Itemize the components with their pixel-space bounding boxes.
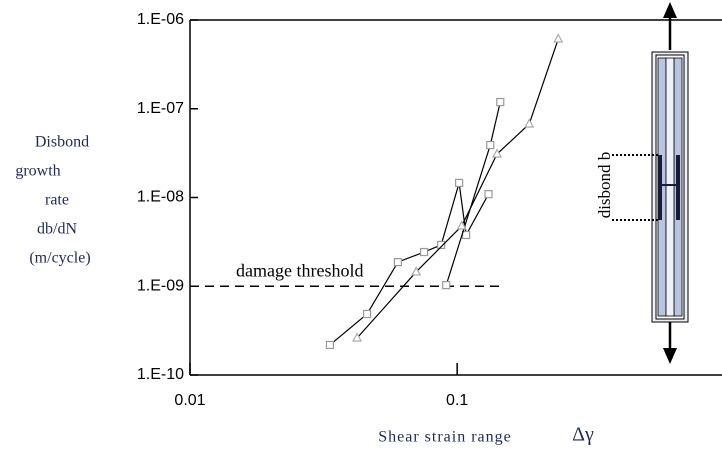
marker bbox=[462, 230, 471, 240]
specimen-diagram: disbond b bbox=[595, 2, 689, 364]
marker bbox=[362, 309, 372, 319]
marker bbox=[524, 118, 535, 128]
marker bbox=[486, 140, 495, 150]
y-axis-label: db/dN bbox=[37, 221, 77, 238]
marker bbox=[420, 247, 429, 257]
x-axis-symbol: Δγ bbox=[572, 424, 594, 446]
marker bbox=[325, 340, 335, 350]
marker bbox=[456, 220, 467, 230]
marker bbox=[496, 97, 505, 107]
marker bbox=[442, 281, 451, 290]
marker bbox=[411, 266, 422, 276]
threshold-label: damage threshold bbox=[236, 260, 363, 280]
y-axis-label: rate bbox=[45, 192, 69, 209]
series-line bbox=[356, 38, 559, 339]
y-tick-label: 1.E-10 bbox=[137, 366, 184, 383]
y-axis-label: growth bbox=[15, 163, 60, 180]
x-axis-label: Shear strain range bbox=[378, 429, 512, 446]
y-tick-label: 1.E-09 bbox=[137, 277, 184, 294]
y-tick-label: 1.E-07 bbox=[137, 100, 184, 117]
marker bbox=[492, 148, 503, 158]
x-tick-label: 0.1 bbox=[446, 392, 468, 409]
specimen-label: disbond b bbox=[595, 152, 614, 219]
marker bbox=[484, 190, 493, 199]
y-tick-label: 1.E-06 bbox=[137, 11, 184, 28]
marker bbox=[553, 33, 564, 43]
marker bbox=[437, 240, 446, 250]
y-axis-label: (m/cycle) bbox=[29, 250, 90, 267]
marker bbox=[455, 178, 464, 188]
x-tick-label: 0.01 bbox=[174, 392, 205, 409]
y-axis-label: Disbond bbox=[35, 134, 89, 151]
y-tick-label: 1.E-08 bbox=[137, 189, 184, 206]
marker bbox=[393, 258, 403, 267]
marker bbox=[352, 332, 363, 342]
